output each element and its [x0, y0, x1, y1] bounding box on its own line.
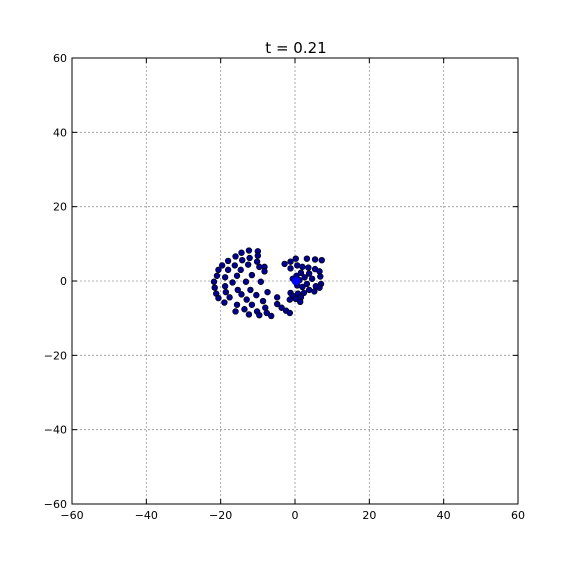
- x-tick-label: −20: [209, 509, 232, 522]
- data-point: [286, 296, 293, 303]
- data-point: [233, 301, 241, 308]
- data-point: [287, 265, 294, 272]
- data-point: [259, 297, 267, 305]
- data-point: [278, 304, 285, 311]
- x-tick-label: 20: [362, 509, 376, 522]
- data-point: [299, 263, 306, 271]
- data-point: [215, 266, 222, 274]
- data-point: [232, 253, 239, 260]
- data-point: [213, 272, 221, 279]
- data-point: [215, 294, 222, 302]
- x-tick-label: −40: [135, 509, 158, 522]
- data-point: [308, 275, 316, 282]
- data-point: [242, 278, 250, 285]
- data-point: [221, 274, 229, 281]
- data-point: [300, 289, 308, 297]
- data-point: [239, 256, 246, 264]
- data-point: [248, 301, 256, 308]
- data-point: [263, 309, 270, 317]
- data-point: [273, 300, 281, 308]
- data-point: [224, 257, 232, 265]
- data-point: [218, 262, 226, 269]
- data-point: [316, 284, 323, 291]
- data-point: [245, 247, 253, 254]
- y-tick-label: 0: [60, 275, 67, 288]
- axis-ticks: −60 −40 −20 0 20 40 60 −60 −40 −20 0 20 40 60: [44, 52, 525, 522]
- data-point: [299, 283, 306, 291]
- data-point: [305, 270, 313, 277]
- x-tick-label: −60: [60, 509, 83, 522]
- data-point: [232, 308, 239, 315]
- data-point: [237, 266, 244, 274]
- data-point: [221, 299, 228, 306]
- data-point: [303, 280, 311, 288]
- data-point: [247, 286, 254, 294]
- data-point: [287, 258, 294, 265]
- y-tick-label: 60: [53, 52, 67, 65]
- y-tick-label: 20: [53, 201, 67, 214]
- data-point: [224, 266, 232, 274]
- data-point: [211, 284, 218, 291]
- data-point: [318, 256, 325, 264]
- data-point: [231, 262, 238, 269]
- data-point: [297, 269, 305, 277]
- data-point: [238, 291, 245, 298]
- data-point: [264, 288, 271, 296]
- y-tick-label: 40: [53, 126, 67, 139]
- data-point: [234, 286, 241, 294]
- y-tick-label: −60: [44, 498, 67, 511]
- data-point: [241, 306, 248, 313]
- chart-title: t = 0.21: [265, 39, 326, 57]
- data-point: [221, 283, 229, 290]
- data-point: [256, 311, 263, 319]
- data-point: [233, 272, 241, 279]
- data-points: [210, 247, 325, 320]
- x-tick-label: 40: [437, 509, 451, 522]
- highlight-point: [291, 276, 301, 286]
- data-point: [245, 311, 253, 318]
- x-tick-label: 0: [292, 509, 299, 522]
- data-point: [273, 294, 281, 301]
- data-point: [261, 268, 268, 275]
- data-point: [253, 291, 260, 299]
- data-point: [311, 256, 319, 263]
- data-point: [305, 286, 313, 294]
- data-point: [316, 268, 323, 275]
- data-point: [243, 296, 250, 303]
- data-point: [210, 278, 218, 285]
- data-point: [238, 249, 245, 256]
- data-point: [292, 255, 299, 262]
- data-point: [281, 260, 288, 268]
- data-point: [246, 254, 253, 262]
- data-point: [292, 295, 299, 303]
- y-tick-label: −20: [44, 349, 67, 362]
- data-point: [286, 309, 293, 317]
- data-point: [253, 258, 261, 265]
- data-point: [294, 262, 301, 269]
- data-point: [254, 252, 262, 259]
- data-point: [268, 312, 275, 320]
- data-point: [297, 298, 304, 306]
- data-point: [305, 264, 312, 271]
- data-point: [229, 279, 236, 286]
- data-point: [311, 288, 318, 295]
- data-point: [262, 304, 269, 311]
- data-point: [222, 288, 230, 296]
- x-tick-label: 60: [511, 509, 525, 522]
- data-point: [301, 274, 308, 281]
- data-point: [248, 271, 256, 279]
- data-point: [303, 255, 311, 262]
- y-tick-label: −40: [44, 424, 67, 437]
- data-point: [244, 261, 252, 268]
- data-point: [226, 294, 233, 301]
- data-point: [317, 273, 324, 280]
- data-point: [257, 278, 265, 285]
